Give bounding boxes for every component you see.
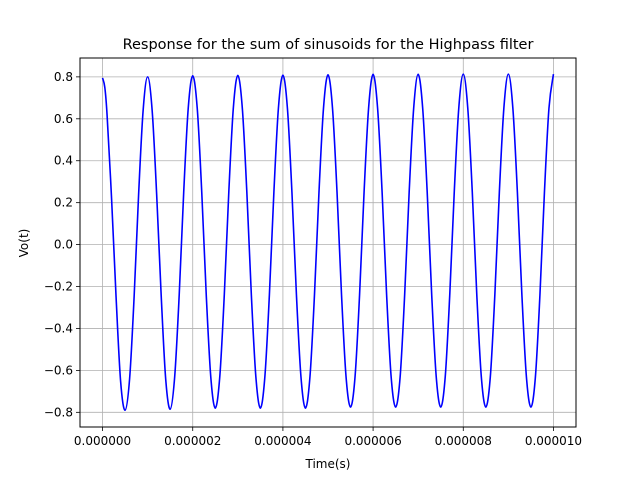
x-tick-label: 0.000000 bbox=[74, 434, 131, 448]
y-tick-label: 0.8 bbox=[54, 70, 73, 84]
plot-frame bbox=[79, 57, 577, 428]
y-tick-label: −0.2 bbox=[44, 280, 73, 294]
x-tick-label: 0.000006 bbox=[344, 434, 401, 448]
x-tick-label: 0.000010 bbox=[525, 434, 582, 448]
x-tick-label: 0.000002 bbox=[164, 434, 221, 448]
y-tick-label: 0.0 bbox=[54, 238, 73, 252]
grid-lines bbox=[80, 58, 576, 427]
y-axis: −0.8 −0.6 −0.4 −0.2 0.0 0.2 0.4 0.6 0.8 bbox=[44, 70, 80, 419]
x-tick-label: 0.000008 bbox=[435, 434, 492, 448]
series-line bbox=[101, 73, 555, 412]
plot-area bbox=[101, 73, 555, 412]
y-axis-title: Vo(t) bbox=[17, 229, 31, 258]
x-tick-label: 0.000004 bbox=[254, 434, 311, 448]
x-axis: 0.000000 0.000002 0.000004 0.000006 0.000008… bbox=[74, 427, 582, 448]
x-axis-title: Time(s) bbox=[305, 457, 351, 471]
y-tick-label: 0.2 bbox=[54, 196, 73, 210]
y-tick-label: −0.6 bbox=[44, 363, 73, 377]
y-tick-label: 0.4 bbox=[54, 154, 73, 168]
y-tick-label: 0.6 bbox=[54, 112, 73, 126]
chart-title: Response for the sum of sinusoids for th… bbox=[123, 37, 534, 53]
y-tick-label: −0.4 bbox=[44, 321, 73, 335]
y-tick-label: −0.8 bbox=[44, 405, 73, 419]
